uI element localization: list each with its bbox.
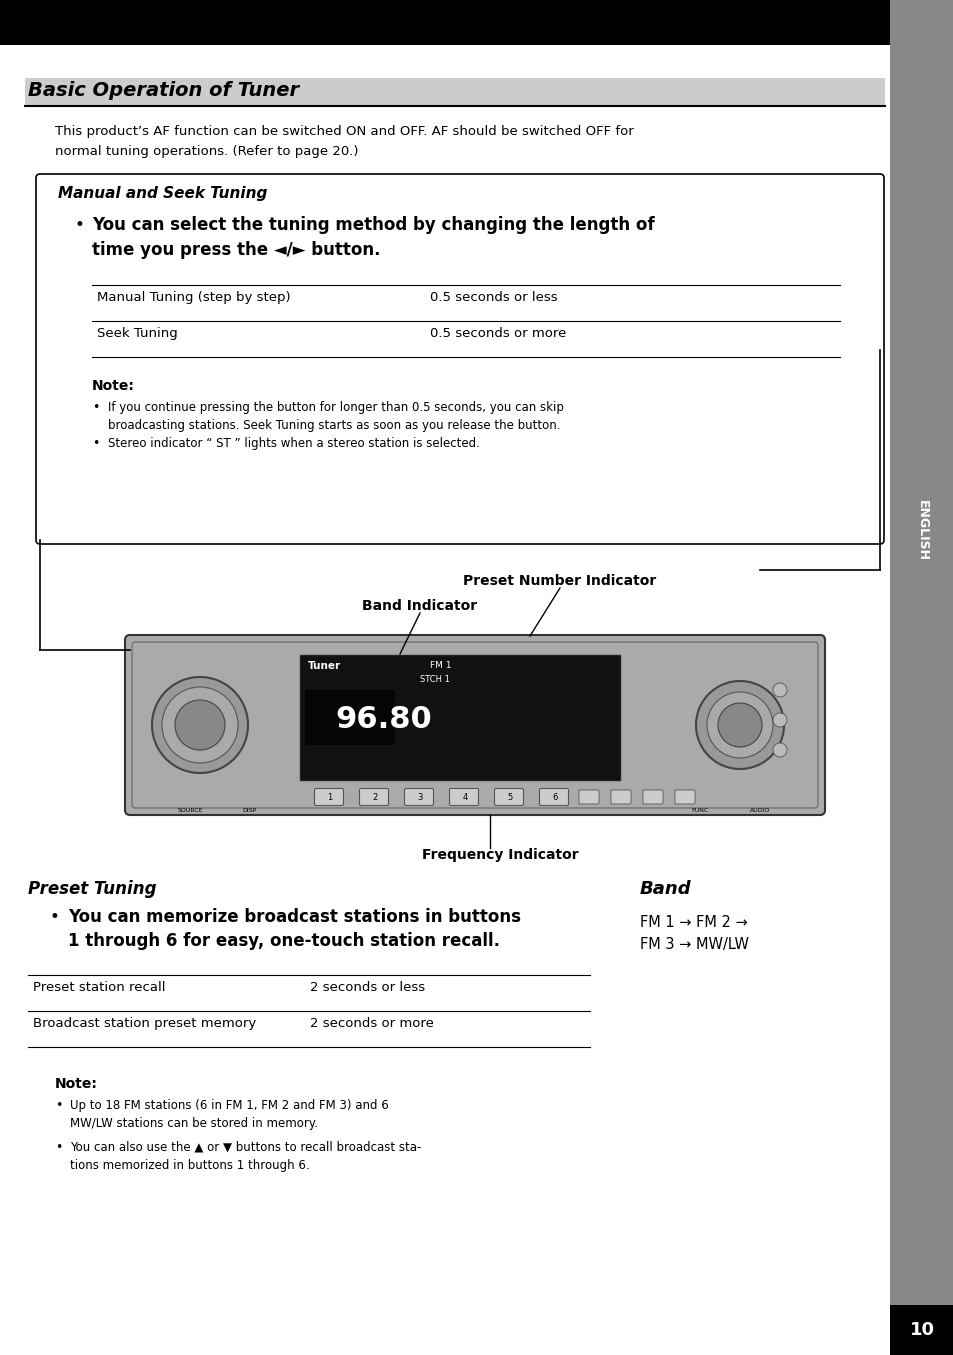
Text: You can memorize broadcast stations in buttons
1 through 6 for easy, one-touch s: You can memorize broadcast stations in b… bbox=[68, 908, 520, 950]
Text: Note:: Note: bbox=[55, 1077, 98, 1091]
Text: DISP: DISP bbox=[243, 808, 257, 813]
FancyBboxPatch shape bbox=[132, 642, 817, 808]
Circle shape bbox=[162, 687, 237, 763]
Circle shape bbox=[772, 683, 786, 696]
Text: Tuner: Tuner bbox=[308, 661, 341, 671]
Text: Frequency Indicator: Frequency Indicator bbox=[421, 848, 578, 862]
Text: 1: 1 bbox=[327, 793, 333, 802]
Text: •: • bbox=[55, 1099, 62, 1112]
Bar bbox=[0, 0, 889, 45]
Text: 10: 10 bbox=[908, 1321, 934, 1339]
Text: 5: 5 bbox=[507, 793, 512, 802]
Text: 96.80: 96.80 bbox=[335, 706, 432, 734]
Text: Broadcast station preset memory: Broadcast station preset memory bbox=[33, 1018, 256, 1030]
Text: 0.5 seconds or less: 0.5 seconds or less bbox=[430, 291, 558, 304]
Text: Preset Tuning: Preset Tuning bbox=[28, 879, 156, 898]
Text: 6: 6 bbox=[552, 793, 558, 802]
Text: FUNC: FUNC bbox=[691, 808, 708, 813]
Circle shape bbox=[696, 682, 783, 770]
FancyBboxPatch shape bbox=[610, 790, 630, 804]
FancyBboxPatch shape bbox=[125, 635, 824, 814]
Text: Seek Tuning: Seek Tuning bbox=[97, 327, 177, 340]
Text: STCH 1: STCH 1 bbox=[419, 675, 450, 684]
FancyBboxPatch shape bbox=[578, 790, 598, 804]
FancyBboxPatch shape bbox=[404, 789, 433, 805]
Text: 3: 3 bbox=[416, 793, 422, 802]
Bar bbox=[299, 654, 619, 780]
Text: Manual and Seek Tuning: Manual and Seek Tuning bbox=[58, 186, 267, 201]
Text: •: • bbox=[91, 438, 99, 450]
Bar bbox=[305, 690, 395, 745]
Text: Stereo indicator “ ST ” lights when a stereo station is selected.: Stereo indicator “ ST ” lights when a st… bbox=[108, 438, 479, 450]
Text: 2: 2 bbox=[372, 793, 377, 802]
FancyBboxPatch shape bbox=[449, 789, 478, 805]
Text: Preset Number Indicator: Preset Number Indicator bbox=[463, 575, 656, 588]
FancyBboxPatch shape bbox=[675, 790, 695, 804]
Circle shape bbox=[152, 678, 248, 772]
Text: •: • bbox=[50, 908, 60, 925]
Text: Band Indicator: Band Indicator bbox=[362, 599, 477, 612]
FancyBboxPatch shape bbox=[539, 789, 568, 805]
Text: Up to 18 FM stations (6 in FM 1, FM 2 and FM 3) and 6
MW/LW stations can be stor: Up to 18 FM stations (6 in FM 1, FM 2 an… bbox=[70, 1099, 388, 1130]
FancyBboxPatch shape bbox=[359, 789, 388, 805]
Circle shape bbox=[718, 703, 761, 747]
Text: Band: Band bbox=[639, 879, 691, 898]
Text: You can also use the ▲ or ▼ buttons to recall broadcast sta-
tions memorized in : You can also use the ▲ or ▼ buttons to r… bbox=[70, 1141, 421, 1172]
Text: 4: 4 bbox=[462, 793, 467, 802]
Bar bbox=[25, 79, 884, 106]
Text: •: • bbox=[55, 1141, 62, 1154]
Text: SOURCE: SOURCE bbox=[177, 808, 203, 813]
Text: This product’s AF function can be switched ON and OFF. AF should be switched OFF: This product’s AF function can be switch… bbox=[55, 125, 633, 159]
FancyBboxPatch shape bbox=[642, 790, 662, 804]
Bar bbox=[889, 1305, 953, 1355]
Circle shape bbox=[772, 743, 786, 757]
Text: ENGLISH: ENGLISH bbox=[915, 500, 927, 561]
Circle shape bbox=[772, 713, 786, 728]
Text: •: • bbox=[91, 401, 99, 415]
Text: Note:: Note: bbox=[91, 379, 134, 393]
Text: FM 1: FM 1 bbox=[430, 661, 451, 669]
Text: AUDIO: AUDIO bbox=[749, 808, 769, 813]
Text: Manual Tuning (step by step): Manual Tuning (step by step) bbox=[97, 291, 291, 304]
Text: 2 seconds or less: 2 seconds or less bbox=[310, 981, 425, 995]
FancyBboxPatch shape bbox=[494, 789, 523, 805]
Bar bbox=[889, 0, 953, 1355]
Text: 0.5 seconds or more: 0.5 seconds or more bbox=[430, 327, 566, 340]
Text: Preset station recall: Preset station recall bbox=[33, 981, 165, 995]
Text: 2 seconds or more: 2 seconds or more bbox=[310, 1018, 434, 1030]
FancyBboxPatch shape bbox=[36, 173, 883, 543]
Text: Basic Operation of Tuner: Basic Operation of Tuner bbox=[28, 81, 299, 100]
FancyBboxPatch shape bbox=[314, 789, 343, 805]
Text: If you continue pressing the button for longer than 0.5 seconds, you can skip
br: If you continue pressing the button for … bbox=[108, 401, 563, 431]
Text: •: • bbox=[75, 215, 85, 234]
Text: FM 1 → FM 2 →
FM 3 → MW/LW: FM 1 → FM 2 → FM 3 → MW/LW bbox=[639, 915, 748, 953]
Circle shape bbox=[174, 701, 225, 751]
Circle shape bbox=[706, 692, 772, 757]
Text: You can select the tuning method by changing the length of
time you press the ◄/: You can select the tuning method by chan… bbox=[91, 215, 654, 259]
